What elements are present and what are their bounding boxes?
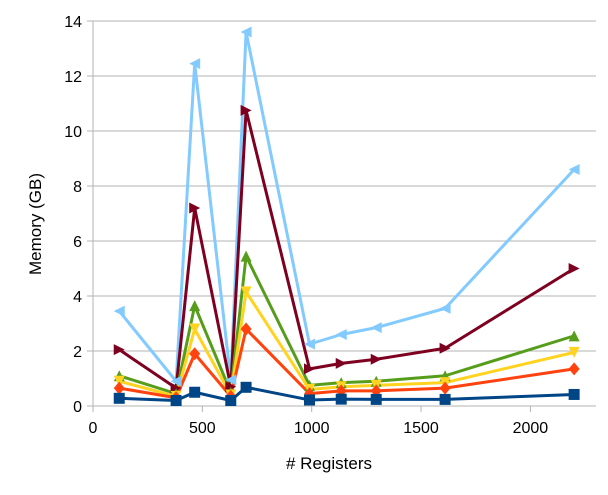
series-3-point-10 (568, 346, 580, 358)
data-series (118, 30, 576, 402)
series-2-point-1 (113, 381, 125, 395)
series-line-3 (118, 290, 575, 398)
series-5-point-10 (568, 263, 580, 274)
series-2-point-3 (189, 347, 201, 361)
series-6-point-5 (240, 26, 252, 38)
series-1-point-1 (113, 392, 125, 404)
series-1-point-2 (170, 395, 182, 406)
series-4-point-5 (240, 250, 252, 262)
series-line-6 (118, 30, 576, 383)
series-3-point-5 (240, 286, 252, 298)
series-6-point-6 (304, 338, 316, 350)
series-1-point-3 (189, 386, 201, 398)
series-6-point-7 (335, 329, 347, 340)
series-1-point-5 (240, 381, 252, 393)
x-tick-label-1000: 1000 (294, 420, 330, 437)
series-2-point-5 (240, 322, 252, 336)
series-5-point-8 (370, 353, 382, 365)
series-6-point-2 (170, 375, 182, 387)
series-1-point-4 (225, 395, 237, 406)
series-6-point-8 (370, 322, 382, 334)
series-6-point-9 (439, 302, 451, 314)
series-4-point-10 (568, 330, 580, 342)
series-5-point-5 (240, 104, 252, 116)
series-line-5 (118, 108, 575, 390)
y-tick-label-4: 4 (73, 289, 82, 306)
series-6-point-4 (225, 374, 237, 386)
series-5-point-1 (113, 344, 125, 356)
series-4-point-3 (189, 300, 201, 312)
x-tick-label-2000: 2000 (513, 420, 549, 437)
series-line-4 (118, 254, 575, 396)
series-6-point-3 (189, 58, 201, 70)
series-1-point-7 (335, 393, 347, 405)
x-tick-label-0: 0 (89, 420, 98, 437)
y-tick-label-14: 14 (64, 14, 82, 31)
series-5-point-7 (335, 357, 347, 369)
tick-labels: 0 2 4 6 8 10 12 14 0 500 1000 1500 2000 (64, 14, 548, 437)
series-2-point-10 (568, 362, 580, 376)
y-tick-label-0: 0 (73, 399, 82, 416)
series-5-point-9 (439, 342, 451, 354)
series-line-1 (119, 385, 575, 402)
series-1-point-10 (568, 388, 580, 400)
series-1-point-8 (370, 393, 382, 405)
series-3-point-1 (113, 375, 125, 387)
y-tick-label-8: 8 (73, 179, 82, 196)
series-6-point-1 (113, 305, 125, 317)
series-1-point-6 (304, 394, 316, 406)
series-3-point-3 (189, 323, 201, 335)
series-1-point-9 (439, 393, 451, 405)
y-tick-label-6: 6 (73, 234, 82, 251)
series-2-point-9 (439, 381, 451, 395)
y-tick-label-2: 2 (73, 344, 82, 361)
series-6-point-10 (568, 164, 580, 175)
data-markers (113, 26, 580, 406)
y-tick-label-12: 12 (64, 69, 82, 86)
y-axis-title: Memory (GB) (26, 173, 45, 275)
y-tick-label-10: 10 (64, 124, 82, 141)
x-tick-label-500: 500 (189, 420, 216, 437)
x-tick-label-1500: 1500 (403, 420, 439, 437)
series-5-point-6 (304, 363, 316, 375)
series-line-2 (118, 327, 575, 400)
x-axis-title: # Registers (286, 454, 372, 473)
series-5-point-3 (189, 202, 201, 214)
